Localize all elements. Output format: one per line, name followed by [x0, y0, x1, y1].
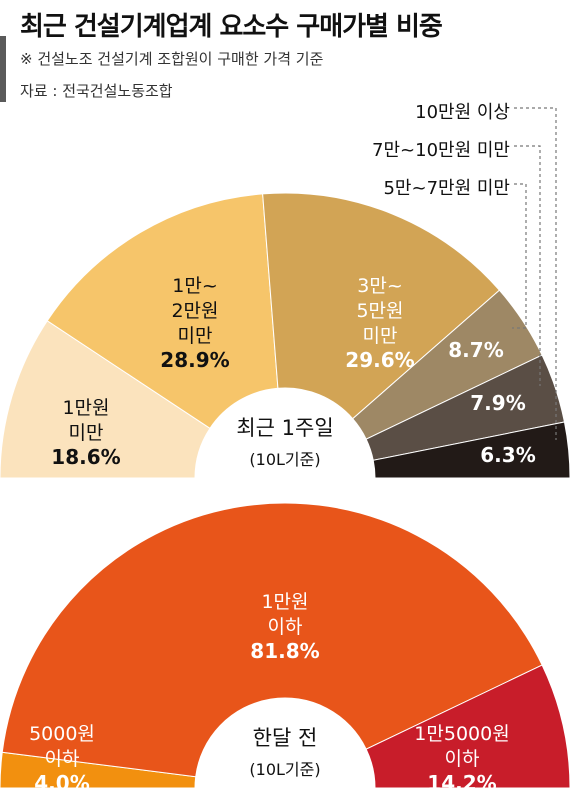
donut-1-slice-0-label-line-1: 이하: [45, 748, 80, 770]
donut-1-slice-0-label-line-0: 5000원: [29, 723, 95, 745]
donut-1-slice-1: [1, 502, 543, 778]
leader-line-1: [514, 145, 541, 386]
chart-source: 자료 : 전국건설노동조합: [20, 82, 173, 100]
center-subtitle-month: (10L기준): [249, 760, 321, 779]
donut-0-slice-5: [372, 421, 570, 479]
donut-0-slice-1: [46, 193, 279, 430]
outer-label-5-7man: 5만~7만원 미만: [383, 178, 510, 199]
donut-0-slice-0: [0, 320, 211, 479]
donut-0-slice-3-value: 8.7%: [448, 338, 503, 362]
donut-0-slice-5-value: 6.3%: [480, 443, 535, 467]
chart-title: 최근 건설기계업계 요소수 구매가별 비중: [20, 12, 443, 42]
center-label-month: 한달 전 (10L기준): [210, 722, 360, 780]
donut-1-slice-2-label-line-1: 이하: [445, 748, 480, 770]
donut-0-slice-2-label-line-0: 3만~: [357, 275, 403, 297]
outer-label-10man-plus: 10만원 이상: [415, 102, 510, 123]
donut-0-slice-0-label-line-1: 미만: [69, 422, 104, 444]
donut-0-slice-1-label-line-2: 미만: [178, 325, 213, 347]
center-title-month: 한달 전: [252, 726, 318, 750]
donut-1-slice-2-label-line-0: 1만5000원: [414, 723, 509, 745]
donut-1-slice-1-label-line-0: 1만원: [261, 591, 308, 613]
leader-line-0: [514, 107, 557, 440]
donut-0-slice-2-value: 29.6%: [345, 348, 414, 372]
donut-0-slice-0-value: 18.6%: [51, 445, 120, 469]
donut-0-slice-1-label-line-0: 1만~: [172, 275, 218, 297]
donut-1-slice-0-value: 4.0%: [34, 771, 89, 790]
outer-label-7-10man: 7만~10만원 미만: [372, 140, 510, 161]
donut-1-slice-1-label-line-1: 이하: [268, 616, 303, 638]
center-title-week: 최근 1주일: [236, 416, 334, 440]
leader-line-2: [512, 183, 527, 329]
donut-1-slice-2-value: 14.2%: [427, 771, 496, 790]
chart-note: ※ 건설노조 건설기계 조합원이 구매한 가격 기준: [20, 50, 324, 68]
header-accent-bar: [0, 36, 6, 102]
donut-0-slice-1-value: 28.9%: [160, 348, 229, 372]
donut-0-slice-1-label-line-1: 2만원: [171, 300, 218, 322]
donut-1-slice-1-value: 81.8%: [250, 639, 319, 663]
donut-0-slice-4-value: 7.9%: [470, 391, 525, 415]
donut-0-slice-2: [262, 192, 501, 420]
center-subtitle-week: (10L기준): [249, 450, 321, 469]
donut-0-slice-2-label-line-2: 미만: [363, 325, 398, 347]
donut-0-slice-0-label-line-0: 1만원: [62, 397, 109, 419]
center-label-week: 최근 1주일 (10L기준): [210, 412, 360, 470]
donut-0-slice-2-label-line-1: 5만원: [356, 300, 403, 322]
